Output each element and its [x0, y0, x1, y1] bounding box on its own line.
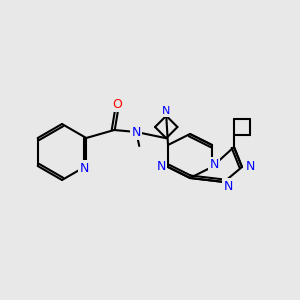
Text: N: N: [209, 158, 219, 172]
Text: N: N: [80, 161, 89, 175]
Text: N: N: [162, 106, 170, 116]
Text: N: N: [223, 179, 233, 193]
Text: N: N: [156, 160, 166, 173]
Text: N: N: [245, 160, 255, 173]
Text: N: N: [132, 125, 141, 139]
Text: O: O: [112, 98, 122, 110]
